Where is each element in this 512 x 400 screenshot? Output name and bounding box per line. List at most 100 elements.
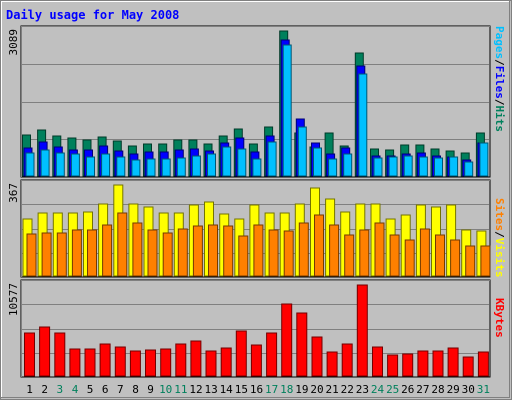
bar-sites-day-12 [192,225,203,277]
bar-pages-day-30 [464,161,474,177]
bar-kbytes-day-5 [84,348,96,377]
x-tick-label-day-15: 15 [235,383,248,396]
bar-sites-day-2 [41,232,52,277]
bar-sites-day-22 [344,234,355,277]
bar-pages-day-16 [252,158,262,177]
bar-pages-day-15 [237,148,247,177]
bar-sites-day-26 [404,239,415,277]
bar-kbytes-day-18 [281,303,293,377]
bar-kbytes-day-10 [160,348,172,377]
bar-kbytes-day-13 [205,350,217,377]
bar-sites-day-9 [147,229,158,277]
bar-sites-day-5 [87,229,97,277]
bar-sites-day-18 [283,230,294,277]
x-tick-label-day-11: 11 [174,383,187,396]
bar-kbytes-day-1 [24,332,35,377]
bar-kbytes-day-31 [477,351,489,377]
bar-pages-day-6 [101,153,111,177]
bar-sites-day-16 [253,224,264,277]
bar-pages-day-19 [297,126,307,177]
chart-panels [20,25,491,378]
legend-middle: Sites/Visits [493,198,506,278]
bar-sites-day-10 [162,232,173,277]
x-tick-label-day-14: 14 [220,383,234,396]
bar-pages-day-23 [358,73,368,177]
x-tick-label-day-6: 6 [102,383,109,396]
legend-separator: / [493,231,506,238]
legend-hits: Hits [493,106,506,133]
bar-kbytes-day-19 [296,312,308,377]
bar-sites-day-11 [177,228,188,277]
x-tick-label-day-1: 1 [26,383,33,396]
bar-sites-day-23 [359,229,370,277]
x-tick-label-day-27: 27 [416,383,429,396]
legend-separator: / [493,99,506,106]
bar-sites-day-17 [268,229,279,277]
bar-kbytes-day-12 [190,340,202,377]
bar-kbytes-day-21 [326,351,338,377]
bar-pages-day-2 [40,149,50,177]
legend-top: Pages/Files/Hits [493,26,506,132]
x-tick-label-day-18: 18 [280,383,293,396]
bar-pages-day-10 [161,158,171,177]
bar-pages-day-11 [176,157,186,177]
legend-bottom: KBytes [493,298,506,338]
bar-kbytes-day-11 [175,343,187,377]
bar-kbytes-day-25 [387,354,399,377]
bar-sites-day-15 [238,235,249,277]
bar-kbytes-day-24 [372,346,383,377]
bar-sites-day-29 [450,239,461,277]
bar-pages-day-31 [479,142,489,177]
legend-kbytes: KBytes [493,298,506,338]
panel-middle [20,179,491,278]
series-kbytes [24,284,489,377]
bar-pages-day-14 [222,146,232,177]
x-tick-label-day-30: 30 [462,383,475,396]
bar-kbytes-day-17 [266,332,278,377]
bar-kbytes-day-14 [220,347,232,377]
legend-sites: Sites [493,198,506,231]
bar-sites-day-1 [26,233,37,277]
x-tick-label-day-3: 3 [56,383,63,396]
legend-files: Files [493,66,506,99]
bar-sites-day-27 [419,228,430,277]
bar-kbytes-day-22 [341,343,353,377]
x-tick-label-day-7: 7 [117,383,124,396]
bar-kbytes-day-28 [432,350,444,377]
bar-pages-day-22 [343,153,353,177]
bar-pages-day-1 [25,152,35,177]
x-tick-label-day-10: 10 [159,383,172,396]
x-tick-label-day-21: 21 [325,383,338,396]
bar-kbytes-day-29 [447,347,459,377]
bar-pages-day-21 [328,158,338,177]
bar-sites-day-25 [389,234,400,277]
x-tick-label-day-24: 24 [371,383,385,396]
bar-kbytes-day-6 [99,343,111,377]
panel-bottom [20,279,491,378]
x-tick-label-day-26: 26 [401,383,414,396]
x-tick-label-day-4: 4 [72,383,79,396]
x-tick-label-day-16: 16 [250,383,263,396]
bar-kbytes-day-27 [417,350,429,377]
bar-kbytes-day-8 [129,350,141,377]
x-tick-label-day-22: 22 [341,383,354,396]
series-sites [26,212,491,277]
bar-sites-day-28 [435,234,445,277]
bar-pages-day-28 [434,157,443,177]
bar-kbytes-day-26 [402,353,414,377]
x-tick-label-day-28: 28 [431,383,444,396]
bar-sites-day-24 [374,222,385,277]
bar-pages-day-26 [403,155,413,177]
chart-title: Daily usage for May 2008 [6,8,179,22]
bar-sites-day-7 [117,212,128,277]
bar-pages-day-3 [55,152,65,177]
x-tick-label-day-12: 12 [189,383,202,396]
bar-pages-day-20 [313,147,322,177]
bar-sites-day-30 [465,245,476,277]
x-axis-labels: 1 2 3 4 5 6 7 8 9 10 11 12 13 14 15 16 17 18 19 20 21 22 23 24 2… [26,383,490,396]
bar-sites-day-19 [298,222,309,277]
legend-separator: / [493,59,506,66]
legend-visits: Visits [493,238,506,278]
